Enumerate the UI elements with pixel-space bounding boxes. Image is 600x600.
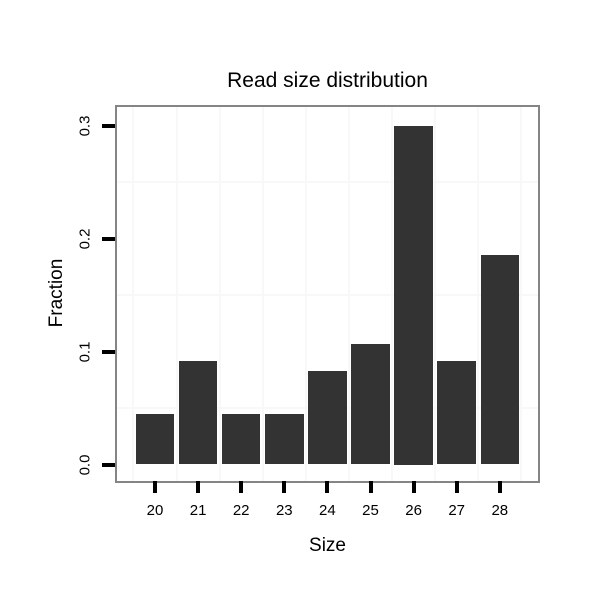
y-tick-label: 0.2 — [76, 228, 94, 249]
minor-gridline-vertical — [132, 107, 135, 481]
y-tick-label: 0.0 — [76, 454, 94, 475]
bar-size-21 — [178, 360, 218, 465]
x-tick-label: 24 — [319, 502, 336, 519]
x-axis-tick — [454, 481, 459, 493]
chart-title: Read size distribution — [227, 69, 428, 92]
x-axis-tick — [282, 481, 287, 493]
x-axis-tick — [325, 481, 330, 493]
x-tick-label: 23 — [275, 502, 293, 519]
x-tick-label: 22 — [232, 502, 250, 519]
x-tick-label: 28 — [491, 502, 509, 519]
minor-gridline-vertical — [477, 107, 480, 481]
minor-gridline-vertical — [261, 107, 264, 481]
y-axis-tick — [102, 236, 115, 241]
x-tick-label: 25 — [362, 502, 379, 519]
x-axis-tick — [196, 481, 201, 493]
bar-size-23 — [265, 413, 304, 465]
x-tick-label: 20 — [146, 502, 164, 519]
minor-gridline-vertical — [520, 107, 523, 481]
bar-size-28 — [480, 255, 520, 465]
minor-gridline-vertical — [391, 107, 394, 481]
y-axis-tick — [102, 123, 115, 128]
y-axis-tick — [102, 462, 115, 467]
y-axis-tick — [102, 349, 115, 354]
plot-panel — [115, 105, 540, 483]
bar-size-20 — [135, 413, 175, 465]
bar-size-25 — [351, 343, 390, 465]
x-axis-tick — [497, 481, 502, 493]
x-tick-label: 21 — [189, 502, 207, 519]
y-tick-label: 0.3 — [76, 115, 94, 136]
minor-gridline-vertical — [175, 107, 178, 481]
bar-size-26 — [394, 125, 433, 465]
x-tick-label: 26 — [405, 502, 422, 519]
bar-size-22 — [221, 413, 261, 465]
minor-gridline-vertical — [347, 107, 350, 481]
bar-size-27 — [437, 360, 476, 465]
minor-gridline-vertical — [218, 107, 221, 481]
x-axis-title: Size — [309, 535, 346, 556]
minor-gridline-horizontal — [117, 294, 538, 296]
y-tick-label: 0.1 — [76, 341, 94, 362]
y-axis-title: Fraction — [46, 258, 67, 328]
minor-gridline-vertical — [434, 107, 437, 481]
x-axis-tick — [239, 481, 244, 493]
bar-size-24 — [308, 370, 347, 465]
x-axis-tick — [153, 481, 157, 493]
minor-gridline-horizontal — [117, 181, 538, 183]
x-axis-tick — [368, 481, 373, 493]
x-axis-tick — [411, 481, 416, 493]
minor-gridline-vertical — [304, 107, 307, 481]
x-tick-label: 27 — [448, 502, 466, 519]
